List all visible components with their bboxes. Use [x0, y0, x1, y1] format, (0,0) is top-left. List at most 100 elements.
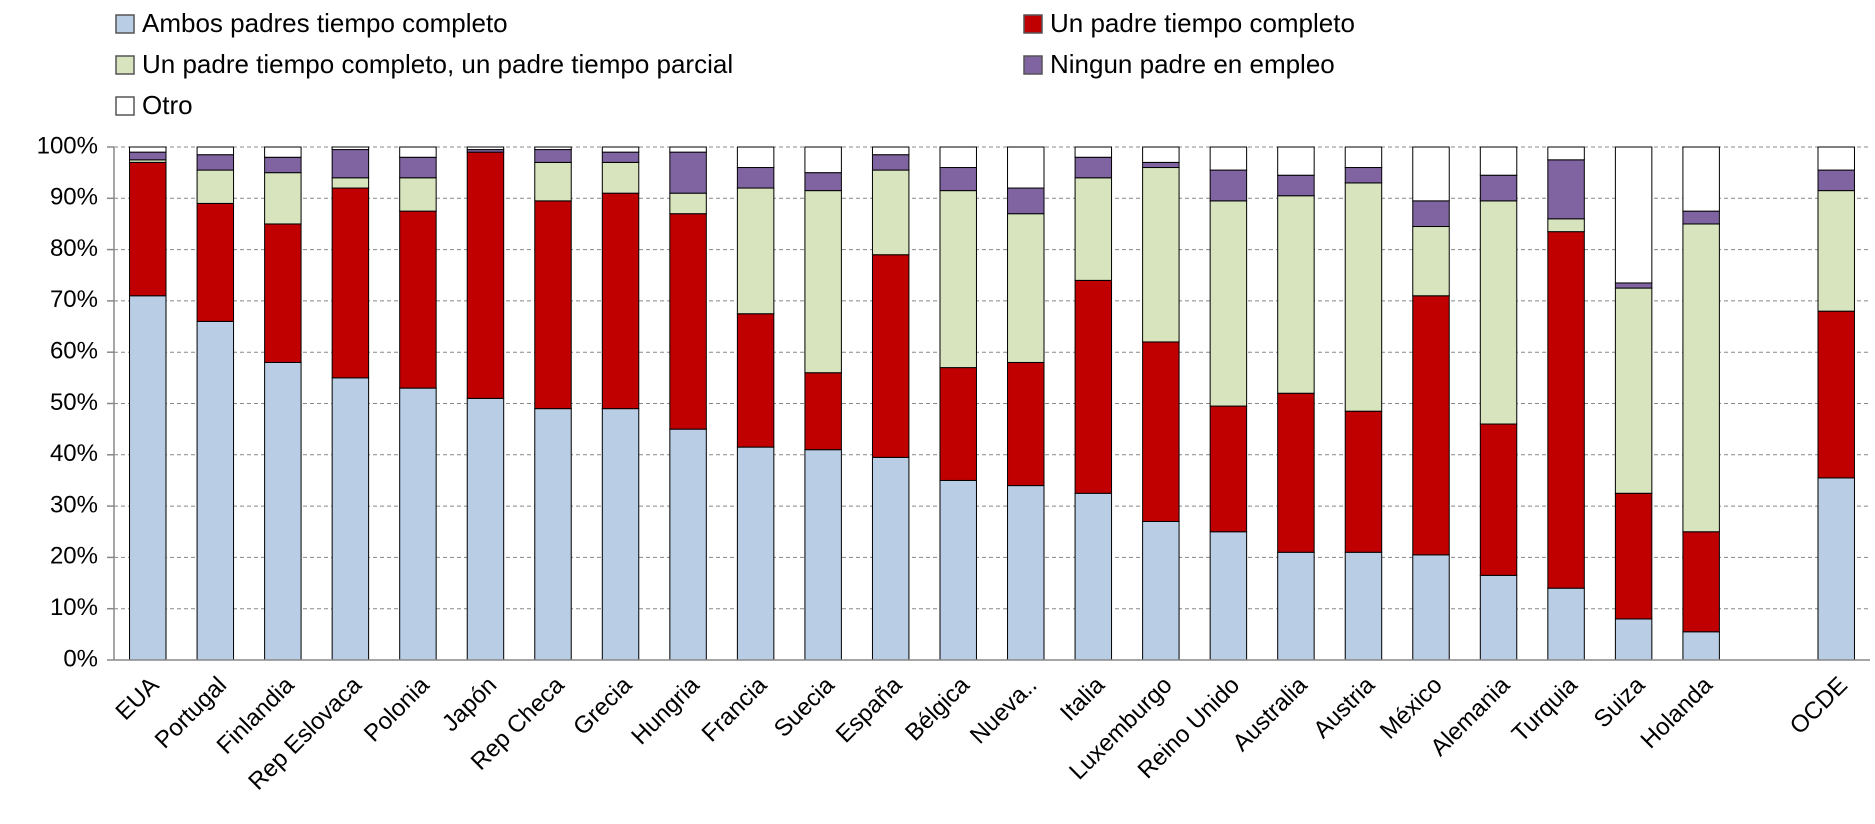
bar-segment: [1614, 492, 1653, 620]
bar-segment: [669, 192, 707, 215]
legend-swatch: [115, 14, 135, 34]
x-tick-label: Australia: [1228, 671, 1314, 757]
bar-segment: [1479, 423, 1518, 576]
y-tick-label: 100%: [37, 132, 98, 159]
bar-segment: [264, 156, 302, 174]
x-tick-label: Italia: [1055, 671, 1110, 726]
bar-segment: [129, 161, 167, 297]
legend-label: Ningun padre en empleo: [1050, 49, 1335, 79]
bar-segment: [534, 161, 572, 202]
bar-segment: [399, 146, 437, 158]
bar-segment: [129, 146, 167, 153]
bar-segment: [1142, 167, 1180, 343]
bar-segment: [196, 154, 235, 171]
bar-segment: [1074, 146, 1113, 158]
bar-segment: [331, 177, 370, 189]
legend-swatch: [1023, 55, 1043, 75]
bar-segment: [196, 146, 235, 156]
bar-segment: [804, 172, 842, 192]
bar-segment: [534, 149, 572, 163]
bar-segment: [601, 146, 640, 153]
y-tick-label: 30%: [50, 491, 98, 518]
bar-segment: [939, 167, 977, 192]
bar-segment: [804, 146, 842, 174]
bar-segment: [736, 187, 775, 315]
bar-segment: [1547, 146, 1585, 161]
bar-segment: [1412, 554, 1450, 661]
bar-segment: [399, 387, 437, 661]
bar-segment: [1007, 361, 1045, 487]
bar-segment: [601, 151, 640, 163]
bar-segment: [1209, 531, 1248, 661]
bar-segment: [1344, 167, 1383, 184]
bar-segment: [1817, 169, 1855, 192]
bar-segment: [1209, 405, 1248, 533]
bar-segment: [399, 156, 437, 179]
bar-segment: [804, 449, 842, 661]
bar-segment: [196, 169, 235, 204]
x-tick-label: EUA: [111, 672, 165, 726]
x-tick-label: Hungria: [626, 671, 705, 750]
x-tick-label: Suecia: [769, 671, 840, 742]
y-tick-label: 60%: [50, 338, 98, 365]
bar-segment: [736, 313, 775, 448]
bar-segment: [264, 172, 302, 225]
bar-segment: [601, 408, 640, 661]
bar-segment: [871, 254, 910, 458]
x-tick-label: Nueva..: [965, 672, 1043, 750]
bar-segment: [601, 161, 640, 194]
bar-segment: [1682, 223, 1720, 533]
bar-segment: [1209, 146, 1248, 171]
bar-segment: [1547, 231, 1585, 589]
y-tick-label: 70%: [50, 286, 98, 313]
bar-segment: [1007, 213, 1045, 363]
bar-segment: [1412, 226, 1450, 297]
bar-segment: [1614, 146, 1653, 284]
bar-segment: [129, 295, 167, 661]
bar-segment: [331, 146, 370, 151]
bar-segment: [1142, 161, 1180, 169]
legend-swatch: [115, 55, 135, 75]
bar-segment: [1682, 146, 1720, 212]
bar-segment: [1209, 169, 1248, 202]
bar-segment: [1682, 531, 1720, 633]
legend-label: Un padre tiempo completo, un padre tiemp…: [142, 49, 733, 79]
x-tick-label: Austria: [1308, 671, 1380, 743]
bar-segment: [939, 479, 977, 661]
bar-segment: [804, 372, 842, 451]
legend-label: Un padre tiempo completo: [1050, 8, 1355, 38]
bar-segment: [1412, 295, 1450, 556]
bar-segment: [196, 202, 235, 322]
bar-segment: [1142, 341, 1180, 522]
bar-segment: [736, 146, 775, 169]
legend-label: Otro: [142, 90, 193, 120]
bar-segment: [1682, 210, 1720, 225]
x-tick-label: Bélgica: [900, 671, 975, 746]
bar-segment: [601, 192, 640, 410]
x-tick-label: OCDE: [1785, 672, 1853, 740]
bar-segment: [939, 367, 977, 481]
y-tick-label: 80%: [50, 235, 98, 262]
bar-segment: [871, 154, 910, 171]
bar-segment: [1277, 392, 1315, 553]
bar-segment: [1007, 187, 1045, 215]
legend-swatch: [1023, 14, 1043, 34]
bar-segment: [871, 456, 910, 661]
legend-swatch: [115, 96, 135, 116]
bar-segment: [804, 190, 842, 374]
bar-segment: [669, 151, 707, 194]
bar-segment: [1344, 410, 1383, 553]
bar-segment: [1074, 177, 1113, 281]
bar-segment: [1209, 200, 1248, 407]
bar-segment: [1344, 182, 1383, 412]
legend-label: Ambos padres tiempo completo: [142, 8, 508, 38]
bar-segment: [736, 167, 775, 189]
y-tick-label: 40%: [50, 440, 98, 467]
bar-segment: [331, 187, 370, 379]
y-tick-label: 0%: [63, 645, 98, 672]
bar-segment: [264, 223, 302, 363]
bar-segment: [196, 320, 235, 661]
bar-segment: [466, 146, 505, 151]
